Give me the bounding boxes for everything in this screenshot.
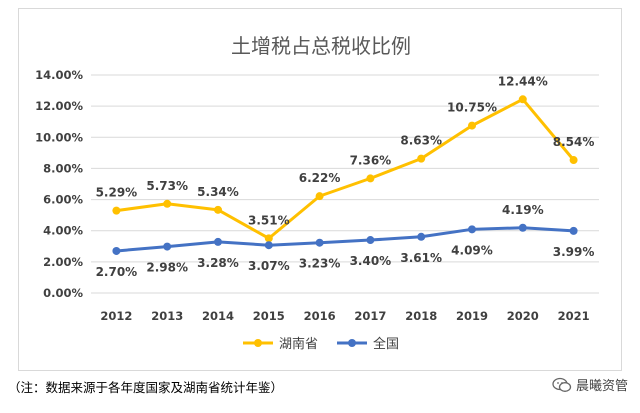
data-label: 5.34% bbox=[197, 185, 239, 199]
data-label: 10.75% bbox=[447, 101, 497, 115]
y-tick-label: 14.00% bbox=[35, 68, 83, 82]
x-tick-label: 2014 bbox=[202, 309, 234, 323]
data-label: 3.23% bbox=[299, 257, 341, 271]
data-label: 5.73% bbox=[146, 179, 188, 193]
data-point bbox=[315, 192, 324, 201]
series-line-1 bbox=[116, 97, 575, 240]
data-point bbox=[468, 121, 476, 130]
x-tick-label: 2019 bbox=[456, 309, 488, 323]
y-tick-label: 4.00% bbox=[43, 224, 83, 238]
data-label: 7.36% bbox=[350, 153, 392, 167]
data-label: 5.29% bbox=[96, 186, 138, 200]
brand-watermark: 晨曦资管 bbox=[552, 375, 628, 394]
data-label: 12.44% bbox=[498, 74, 548, 88]
data-point bbox=[366, 236, 375, 245]
data-label: 3.40% bbox=[350, 254, 392, 268]
x-tick-label: 2013 bbox=[151, 309, 183, 323]
chart-title: 土增税占总税收比例 bbox=[231, 34, 411, 58]
data-point bbox=[112, 206, 121, 215]
line-chart: 土增税占总税收比例 0.00% 2.00% 4.00% 6.00% 8.00% 10.00… bbox=[35, 34, 599, 352]
data-label: 8.63% bbox=[400, 134, 442, 148]
data-point bbox=[112, 246, 121, 255]
series-line-2 bbox=[116, 226, 574, 253]
y-tick-label: 10.00% bbox=[35, 130, 83, 144]
data-label: 6.22% bbox=[299, 171, 341, 185]
data-label: 3.28% bbox=[197, 256, 239, 270]
data-point bbox=[518, 95, 527, 104]
x-tick-label: 2012 bbox=[100, 309, 132, 323]
x-tick-label: 2015 bbox=[253, 309, 285, 323]
data-point bbox=[264, 241, 273, 250]
data-point bbox=[163, 242, 172, 251]
legend-marker bbox=[348, 339, 356, 347]
data-label: 2.70% bbox=[96, 265, 138, 279]
y-tick-label: 2.00% bbox=[43, 255, 83, 269]
data-label: 3.07% bbox=[248, 259, 290, 273]
data-point bbox=[366, 174, 375, 183]
y-tick-label: 0.00% bbox=[43, 286, 83, 300]
chart-frame: 土增税占总税收比例 0.00% 2.00% 4.00% 6.00% 8.00% 10.00… bbox=[18, 8, 622, 371]
data-label: 8.54% bbox=[553, 135, 595, 149]
data-point bbox=[569, 226, 578, 235]
x-tick-label: 2021 bbox=[558, 309, 590, 323]
x-tick-label: 2017 bbox=[354, 309, 386, 323]
y-tick-label: 12.00% bbox=[35, 99, 83, 113]
x-tick-label: 2018 bbox=[405, 309, 437, 323]
legend-label: 全国 bbox=[373, 336, 399, 352]
data-point bbox=[417, 154, 426, 163]
y-tick-label: 8.00% bbox=[43, 161, 83, 175]
source-footnote: （注：数据来源于各年度国家及湖南省统计年鉴） bbox=[8, 380, 284, 395]
data-point bbox=[417, 232, 426, 241]
legend-marker bbox=[254, 339, 262, 347]
brand-name: 晨曦资管 bbox=[575, 379, 628, 394]
x-tick-label: 2016 bbox=[304, 309, 336, 323]
legend-label: 湖南省 bbox=[279, 336, 318, 352]
data-label: 4.09% bbox=[451, 243, 493, 257]
data-point bbox=[214, 205, 222, 214]
y-tick-label: 6.00% bbox=[43, 193, 83, 207]
data-point bbox=[163, 199, 172, 208]
data-label: 2.98% bbox=[146, 261, 188, 275]
x-tick-label: 2020 bbox=[507, 309, 539, 323]
wechat-icon bbox=[552, 377, 572, 392]
data-point bbox=[315, 238, 324, 247]
data-label: 3.99% bbox=[553, 245, 595, 259]
data-label: 3.61% bbox=[400, 251, 442, 265]
data-point bbox=[264, 234, 273, 243]
data-point bbox=[569, 156, 578, 165]
data-point bbox=[214, 237, 222, 246]
data-point bbox=[468, 225, 476, 234]
data-point bbox=[518, 223, 527, 232]
data-label: 4.19% bbox=[502, 203, 544, 217]
data-label: 3.51% bbox=[248, 213, 290, 227]
